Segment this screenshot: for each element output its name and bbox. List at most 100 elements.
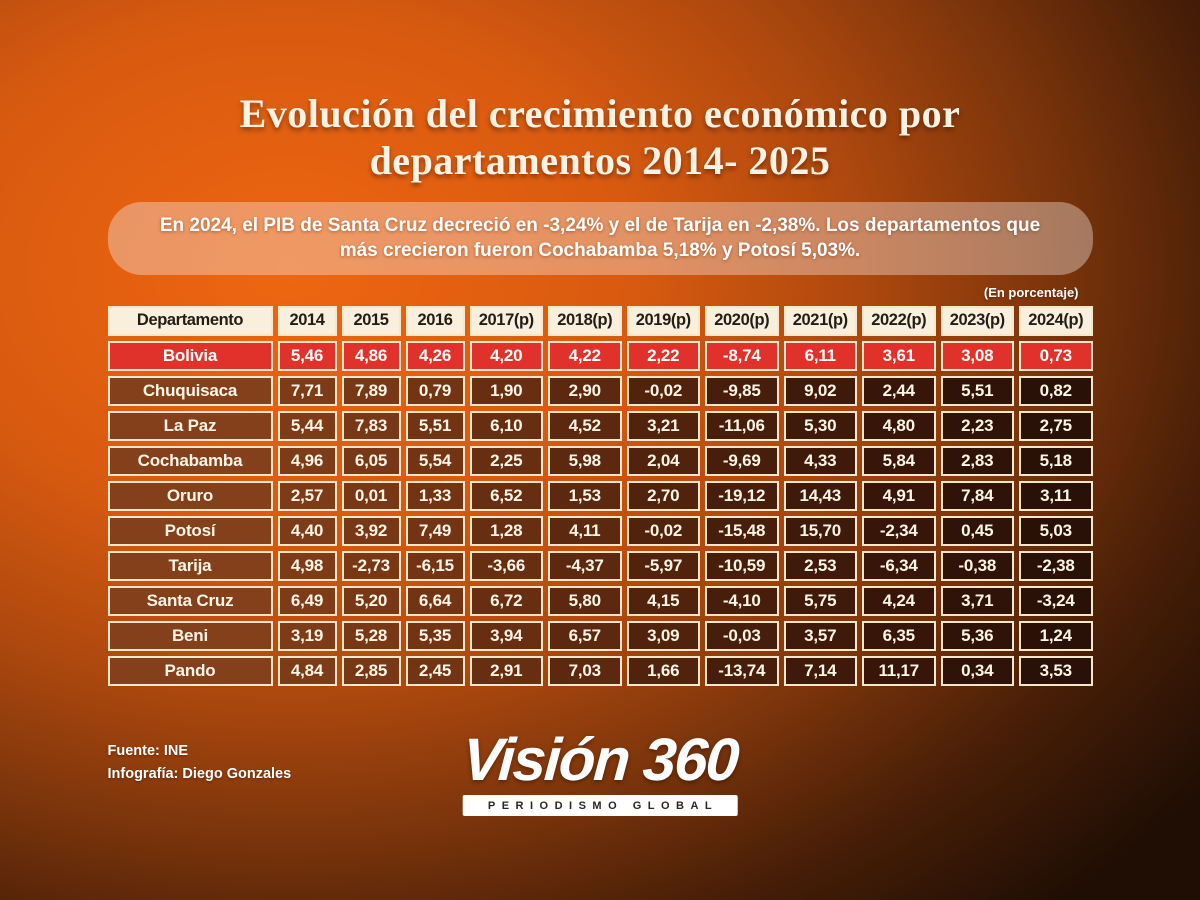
table-cell: 3,19 [277,620,337,651]
table-cell: 2,70 [626,480,700,511]
row-label: Tarija [107,550,273,581]
credits: Fuente: INE Infografía: Diego Gonzales [108,740,292,786]
table-cell: 5,18 [1019,445,1093,476]
table-cell: 6,05 [341,445,401,476]
table-cell: -0,03 [705,620,779,651]
table-cell: 4,84 [277,655,337,686]
table-cell: -19,12 [705,480,779,511]
row-label: Santa Cruz [107,585,273,616]
table-cell: 1,28 [469,515,543,546]
table-cell: 3,71 [940,585,1014,616]
table-cell: 4,98 [277,550,337,581]
table-cell: 0,45 [940,515,1014,546]
table-cell: 3,11 [1019,480,1093,511]
table-cell: 4,96 [277,445,337,476]
table-cell: -0,02 [626,515,700,546]
table-cell: -15,48 [705,515,779,546]
source-text: Fuente: INE [107,742,189,759]
table-cell: 6,10 [469,410,543,441]
row-label: Pando [107,655,273,686]
table-cell: 5,20 [341,585,401,616]
table-cell: 6,72 [469,585,543,616]
table-cell: 2,45 [405,655,465,686]
table-cell: -9,85 [705,375,779,406]
table-header-cell: 2018(p) [548,305,622,336]
table-cell: 14,43 [783,480,857,511]
table-cell: 7,14 [783,655,857,686]
table-cell: 11,17 [862,655,936,686]
table-header-cell: Departamento [107,305,273,336]
table-header-cell: 2017(p) [469,305,543,336]
unit-note: (En porcentaje) [983,284,1079,300]
table-header-cell: 2016 [405,305,465,336]
table-cell: 5,75 [783,585,857,616]
table-cell: -2,34 [862,515,936,546]
table-cell: 5,30 [783,410,857,441]
table-cell: 7,71 [277,375,337,406]
table-cell: -8,74 [705,340,779,371]
table-cell: -4,37 [548,550,622,581]
table-cell: 1,33 [405,480,465,511]
table-cell: 2,90 [548,375,622,406]
summary-banner: En 2024, el PIB de Santa Cruz decreció e… [107,202,1093,275]
table-cell: 5,84 [862,445,936,476]
growth-table: Departamento 2014 2015 2016 2017(p) 2018(p) 20… [107,305,1093,686]
table-cell: 7,83 [341,410,401,441]
table-cell: 2,57 [277,480,337,511]
vision360-logo: Visión 360 PERIODISMO GLOBAL [460,726,740,816]
row-label: Cochabamba [107,445,273,476]
table-cell: 4,40 [277,515,337,546]
table-cell: 2,04 [626,445,700,476]
table-header-cell: 2015 [341,305,401,336]
table-cell: 3,61 [862,340,936,371]
table-cell: 4,80 [862,410,936,441]
table-cell: 2,53 [783,550,857,581]
table-cell: 6,35 [862,620,936,651]
table-cell: 5,98 [548,445,622,476]
table-cell: 0,79 [405,375,465,406]
table-cell: 5,03 [1019,515,1093,546]
table-cell: 7,89 [341,375,401,406]
table-cell: -5,97 [626,550,700,581]
table-cell: 5,44 [277,410,337,441]
table-cell: -3,66 [469,550,543,581]
table-cell: 0,73 [1019,340,1093,371]
table-header-cell: 2023(p) [940,305,1014,336]
table-cell: 4,52 [548,410,622,441]
table-cell: 4,24 [862,585,936,616]
row-label: Oruro [107,480,273,511]
table-cell: 3,08 [940,340,1014,371]
row-label: La Paz [107,410,273,441]
table-cell: 5,46 [277,340,337,371]
table-cell: 1,53 [548,480,622,511]
table-cell: -2,73 [341,550,401,581]
table-cell: -4,10 [705,585,779,616]
table-cell: -10,59 [705,550,779,581]
table-header-cell: 2021(p) [783,305,857,336]
table-cell: 7,49 [405,515,465,546]
table-cell: 1,24 [1019,620,1093,651]
table-cell: 4,11 [548,515,622,546]
table-cell: 7,84 [940,480,1014,511]
table-cell: -2,38 [1019,550,1093,581]
table-header-cell: 2014 [277,305,337,336]
table-cell: 6,49 [277,585,337,616]
table-header-cell: 2019(p) [626,305,700,336]
table-cell: 3,94 [469,620,543,651]
table-cell: -9,69 [705,445,779,476]
table-cell: 2,83 [940,445,1014,476]
table-cell: 1,66 [626,655,700,686]
table-cell: 3,57 [783,620,857,651]
table-cell: 4,33 [783,445,857,476]
table-cell: -0,02 [626,375,700,406]
table-cell: 5,54 [405,445,465,476]
table-cell: 3,92 [341,515,401,546]
table-cell: 5,51 [940,375,1014,406]
table-cell: 4,22 [548,340,622,371]
table-cell: 2,85 [341,655,401,686]
table-cell: 2,22 [626,340,700,371]
table-cell: 4,86 [341,340,401,371]
row-label: Chuquisaca [107,375,273,406]
table-cell: 2,23 [940,410,1014,441]
table-cell: 5,36 [940,620,1014,651]
